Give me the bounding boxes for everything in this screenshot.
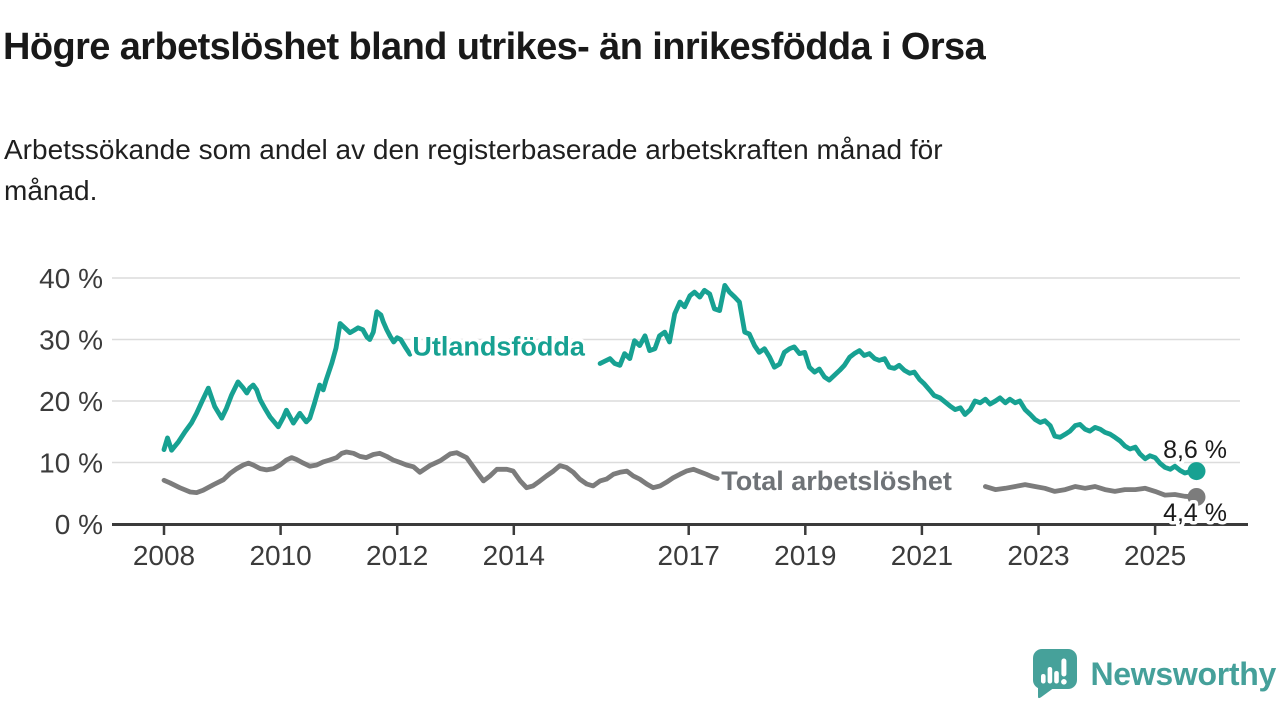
x-tick-label-2025: 2025 <box>1124 540 1186 571</box>
series-line-total-arbetsl-shet-segment-2 <box>983 482 1199 500</box>
chart-subtitle-line-1: Arbetssökande som andel av den registerb… <box>4 134 943 165</box>
x-tick-label-2019: 2019 <box>774 540 836 571</box>
y-tick-label-30: 30 % <box>39 325 103 356</box>
x-tick-label-2010: 2010 <box>249 540 311 571</box>
newsworthy-logo: Newsworthy <box>1032 648 1277 700</box>
end-annotations: 8,6 % 4,4 % <box>1160 433 1231 531</box>
series-label-total-arbetsl-shet: Total arbetslöshet <box>721 466 952 496</box>
newsworthy-logo-text: Newsworthy <box>1090 655 1277 692</box>
series-label-utlandsf-dda: Utlandsfödda <box>412 332 585 362</box>
end-annotation-total-arbetsl-shet: 4,4 % <box>1163 499 1227 527</box>
series-end-dot-total-arbetsl-shet <box>1187 487 1206 506</box>
series-end-dot-utlandsf-dda <box>1187 462 1206 481</box>
logo-bubble-tail <box>1037 684 1053 699</box>
y-tick-label-20: 20 % <box>39 386 103 417</box>
logo-bar-3 <box>1053 671 1059 684</box>
x-axis: 2008 2010 2012 2014 2017 2019 2021 2023 2025 <box>112 523 1248 571</box>
logo-bar-2 <box>1047 667 1052 684</box>
x-tick-label-2017: 2017 <box>658 540 720 571</box>
y-tick-label-40: 40 % <box>39 263 103 294</box>
logo-bar-1 <box>1040 674 1046 684</box>
chart-subtitle-line-2: månad. <box>4 175 98 206</box>
series-line-total-arbetsl-shet-segment-1 <box>161 449 720 496</box>
series-lines <box>161 282 1206 506</box>
x-tick-label-2008: 2008 <box>133 540 195 571</box>
x-tick-label-2021: 2021 <box>891 540 953 571</box>
x-tick-label-2014: 2014 <box>483 540 545 571</box>
logo-exclamation-bar <box>1060 658 1066 677</box>
series-line-utlandsf-dda-segment-2 <box>597 282 1199 476</box>
x-tick-label-2023: 2023 <box>1007 540 1069 571</box>
y-axis-labels: 40 % 30 % 20 % 10 % 0 % <box>39 263 103 540</box>
series-line-utlandsf-dda-segment-1 <box>161 309 413 453</box>
chart-subtitle: Arbetssökande som andel av den registerb… <box>4 129 1234 211</box>
y-tick-label-10: 10 % <box>39 448 103 479</box>
newsworthy-logo-icon <box>1032 649 1077 699</box>
chart-title: Högre arbetslöshet bland utrikes- än inr… <box>3 26 986 68</box>
logo-bubble <box>1032 649 1077 689</box>
end-annotation-utlandsf-dda: 8,6 % <box>1163 436 1227 464</box>
series-labels: Utlandsfödda Total arbetslöshet <box>409 328 955 499</box>
x-tick-label-2012: 2012 <box>366 540 428 571</box>
y-tick-label-0: 0 % <box>55 509 103 540</box>
logo-exclamation-dot <box>1060 679 1067 685</box>
